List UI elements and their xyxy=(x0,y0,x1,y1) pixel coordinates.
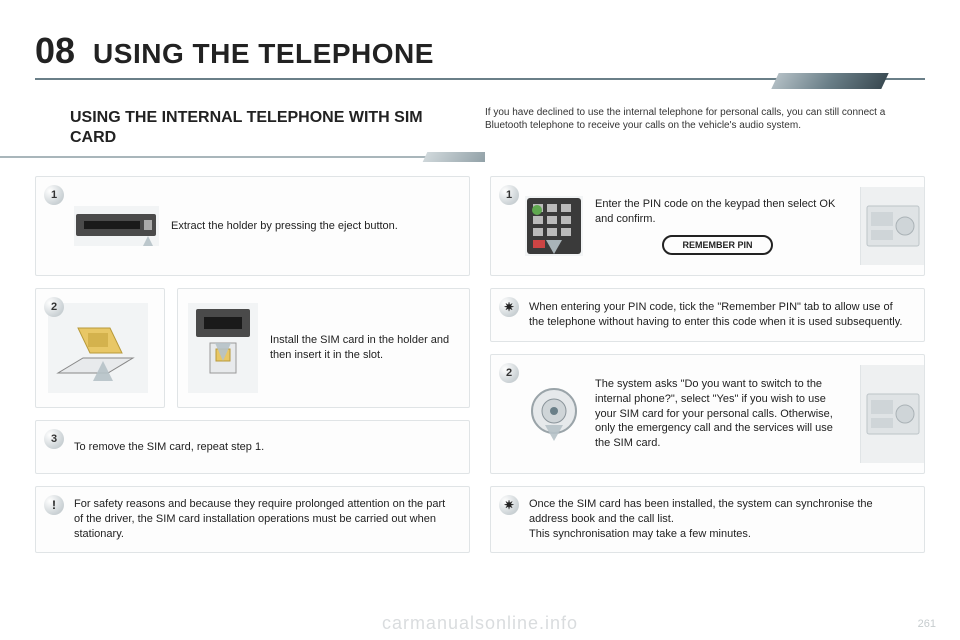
subheader-note: If you have declined to use the internal… xyxy=(485,102,925,132)
left-column: 1 Extract the holder by pressing the eje… xyxy=(35,176,470,553)
radio-unit-icon xyxy=(860,187,924,265)
tip-text: Once the SIM card has been installed, th… xyxy=(501,497,910,542)
step-badge: 2 xyxy=(499,363,519,383)
right-tip-2: ✷ Once the SIM card has been installed, … xyxy=(490,486,925,553)
page-header: 08 USING THE TELEPHONE xyxy=(35,30,925,72)
remember-pin-button[interactable]: REMEMBER PIN xyxy=(662,235,772,255)
warning-icon: ! xyxy=(44,495,64,515)
rotary-knob-icon xyxy=(525,385,583,443)
step-badge: 2 xyxy=(44,297,64,317)
tip-icon: ✷ xyxy=(499,495,519,515)
subheader-left: USING THE INTERNAL TELEPHONE WITH SIM CA… xyxy=(35,102,465,158)
header-divider xyxy=(35,78,925,92)
left-step-1: 1 Extract the holder by pressing the eje… xyxy=(35,176,470,276)
step-text: Enter the PIN code on the keypad then se… xyxy=(595,197,840,227)
sim-insert-icon xyxy=(188,303,258,393)
left-step-2-row: 2 xyxy=(35,288,470,408)
left-warning: ! For safety reasons and because they re… xyxy=(35,486,470,553)
right-column: 1 Enter the PIN co xyxy=(490,176,925,553)
step-badge: 1 xyxy=(44,185,64,205)
warning-text: For safety reasons and because they requ… xyxy=(46,497,455,542)
tip-text: When entering your PIN code, tick the "R… xyxy=(501,300,910,330)
step-badge: 1 xyxy=(499,185,519,205)
slot-eject-icon xyxy=(74,206,159,246)
step-badge: 3 xyxy=(44,429,64,449)
step-text: Install the SIM card in the holder and t… xyxy=(270,333,455,363)
tip-icon: ✷ xyxy=(499,297,519,317)
step-text: To remove the SIM card, repeat step 1. xyxy=(46,440,455,455)
left-step-2a: 2 xyxy=(35,288,165,408)
subheader: USING THE INTERNAL TELEPHONE WITH SIM CA… xyxy=(35,102,925,158)
right-step-1: 1 Enter the PIN co xyxy=(490,176,925,276)
sim-tray-icon xyxy=(48,303,148,393)
radio-unit-icon xyxy=(860,365,924,463)
page-number: 261 xyxy=(918,618,936,630)
step-text: Extract the holder by pressing the eject… xyxy=(171,219,455,234)
section-title: USING THE TELEPHONE xyxy=(93,38,434,70)
watermark: carmanualsonline.info xyxy=(0,613,960,634)
keypad-icon xyxy=(525,196,583,256)
subheader-title: USING THE INTERNAL TELEPHONE WITH SIM CA… xyxy=(70,108,465,148)
left-step-2b: Install the SIM card in the holder and t… xyxy=(177,288,470,408)
left-step-3: 3 To remove the SIM card, repeat step 1. xyxy=(35,420,470,474)
section-number: 08 xyxy=(35,30,75,72)
right-tip-1: ✷ When entering your PIN code, tick the … xyxy=(490,288,925,342)
right-step-2: 2 The system asks "Do you want to switch… xyxy=(490,354,925,474)
step-text: The system asks "Do you want to switch t… xyxy=(595,377,848,451)
